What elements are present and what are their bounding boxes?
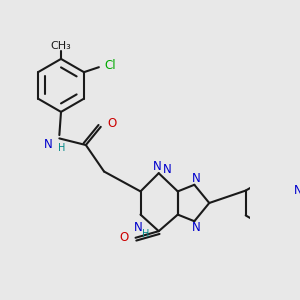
Text: N: N xyxy=(192,172,200,185)
Text: N: N xyxy=(163,163,172,176)
Text: Cl: Cl xyxy=(105,59,116,72)
Text: H: H xyxy=(142,230,149,239)
Text: N: N xyxy=(294,184,300,197)
Text: N: N xyxy=(192,220,200,233)
Text: O: O xyxy=(107,117,117,130)
Text: N: N xyxy=(134,221,142,234)
Text: N: N xyxy=(44,138,53,152)
Text: H: H xyxy=(58,143,65,153)
Text: N: N xyxy=(153,160,161,173)
Text: O: O xyxy=(120,231,129,244)
Text: CH₃: CH₃ xyxy=(51,41,71,51)
